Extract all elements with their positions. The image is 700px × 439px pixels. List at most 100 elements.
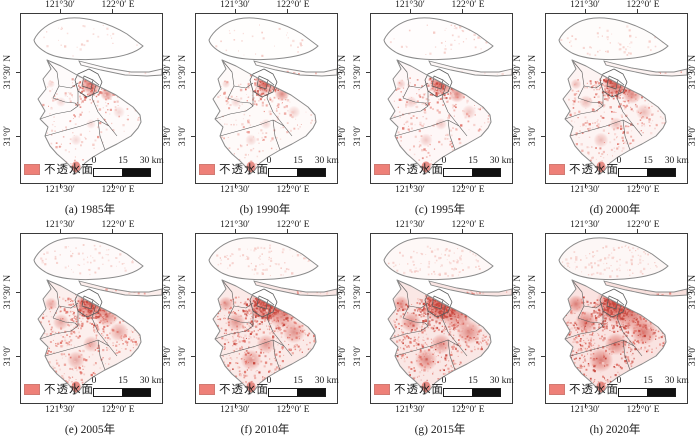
- scale-bar-graphic: [268, 388, 326, 397]
- tick-top-2: [462, 9, 463, 13]
- map-panel-b: 121°30′ 122°0′ E 31°30′ N 31°0′ 31°30′ N…: [175, 0, 350, 219]
- map-svg-f: [208, 237, 337, 395]
- scale-label-15: 15: [118, 376, 128, 386]
- scale-bar-segment-white: [269, 389, 297, 396]
- scale-bar-graphic: [268, 168, 326, 177]
- axis-label-bottom-lon1: 121°30′: [220, 185, 250, 195]
- tick-right-2: [163, 136, 167, 137]
- scale-label-30km: 30 km: [664, 376, 689, 386]
- scale-label-15: 15: [643, 376, 653, 386]
- tick-right-1: [513, 292, 517, 293]
- impervious-swatch: [24, 163, 40, 175]
- tick-top-1: [235, 9, 236, 13]
- scale-bar-segment-black: [297, 169, 325, 176]
- map-legend: 不透水面: [24, 381, 94, 397]
- tick-top-2: [462, 229, 463, 233]
- axis-label-left-lat1: 31°30′ N: [353, 54, 363, 90]
- tick-top-1: [585, 9, 586, 13]
- map-svg-c: [383, 17, 512, 175]
- tick-bottom-2: [287, 184, 288, 188]
- axis-label-top-lon2: 122°0′ E: [101, 220, 135, 230]
- tick-left-1: [541, 292, 545, 293]
- axis-label-left-lat1: 31°30′ N: [178, 54, 188, 90]
- axis-label-left-lat2: 31°0′: [3, 125, 13, 147]
- map-svg-d: [558, 17, 687, 175]
- impervious-swatch: [199, 163, 215, 175]
- tick-right-1: [163, 72, 167, 73]
- tick-bottom-1: [235, 184, 236, 188]
- scale-bar-segment-white: [444, 389, 472, 396]
- axis-label-left-lat2: 31°0′: [3, 345, 13, 367]
- legend-label: 不透水面: [394, 384, 444, 396]
- scale-bar-labels: 0 15 30 km: [266, 156, 339, 167]
- tick-left-2: [191, 356, 195, 357]
- panel-caption: (b) 1990年: [239, 204, 291, 216]
- axis-label-left-lat2: 31°0′: [353, 345, 363, 367]
- axis-label-bottom-lon2: 122°0′ E: [276, 405, 310, 415]
- impervious-swatch: [374, 163, 390, 175]
- tick-left-2: [16, 356, 20, 357]
- map-frame: 不透水面 0 15 30 km: [191, 229, 342, 408]
- scale-bar: 0 15 30 km: [92, 156, 164, 177]
- tick-top-1: [60, 229, 61, 233]
- tick-top-2: [112, 9, 113, 13]
- tick-top-2: [287, 229, 288, 233]
- axis-label-top-lon2: 122°0′ E: [276, 0, 310, 10]
- tick-top-1: [60, 9, 61, 13]
- axis-label-top-lon1: 121°30′: [570, 0, 600, 10]
- axis-label-left-lat2: 31°0′: [528, 345, 538, 367]
- scale-label-30km: 30 km: [489, 156, 514, 166]
- scale-label-15: 15: [468, 376, 478, 386]
- tick-top-1: [585, 229, 586, 233]
- axis-label-bottom-lon2: 122°0′ E: [276, 185, 310, 195]
- tick-left-2: [541, 136, 545, 137]
- scale-bar-graphic: [443, 168, 501, 177]
- tick-right-1: [688, 72, 692, 73]
- panel-caption: (g) 2015年: [414, 424, 466, 436]
- tick-bottom-1: [235, 404, 236, 408]
- axis-label-top-lon2: 122°0′ E: [451, 220, 485, 230]
- panel-caption: (f) 2010年: [240, 424, 290, 436]
- map-svg-h: [558, 237, 687, 395]
- scale-bar-segment-black: [472, 169, 500, 176]
- axis-label-bottom-lon2: 122°0′ E: [626, 405, 660, 415]
- tick-bottom-1: [585, 184, 586, 188]
- scale-bar-segment-white: [619, 389, 647, 396]
- tick-right-2: [513, 136, 517, 137]
- tick-right-2: [688, 136, 692, 137]
- map-frame: 不透水面 0 15 30 km: [16, 229, 167, 408]
- axis-label-left-lat1: 31°30′ N: [353, 274, 363, 310]
- map-panel-f: 121°30′ 122°0′ E 31°30′ N 31°0′ 31°30′ N…: [175, 220, 350, 439]
- tick-left-2: [191, 136, 195, 137]
- scale-bar-segment-white: [444, 169, 472, 176]
- scale-bar-labels: 0 15 30 km: [442, 376, 514, 387]
- scale-label-15: 15: [293, 376, 303, 386]
- panel-caption: (c) 1995年: [414, 204, 466, 216]
- scale-bar-graphic: [618, 388, 676, 397]
- scale-bar-segment-white: [94, 169, 122, 176]
- scale-label-30km: 30 km: [314, 156, 339, 166]
- axis-label-bottom-lon1: 121°30′: [570, 405, 600, 415]
- map-legend: 不透水面: [549, 381, 619, 397]
- axis-label-top-lon2: 122°0′ E: [626, 220, 660, 230]
- axis-label-top-lon2: 122°0′ E: [276, 220, 310, 230]
- tick-bottom-1: [585, 404, 586, 408]
- axis-label-left-lat1: 31°30′ N: [178, 274, 188, 310]
- axis-label-bottom-lon2: 122°0′ E: [451, 405, 485, 415]
- scale-label-0: 0: [266, 156, 272, 166]
- map-panel-g: 121°30′ 122°0′ E 31°30′ N 31°0′ 31°30′ N…: [350, 220, 525, 439]
- tick-left-2: [366, 136, 370, 137]
- scale-bar-labels: 0 15 30 km: [267, 376, 339, 387]
- tick-left-2: [541, 356, 545, 357]
- axis-label-left-lat2: 31°0′: [178, 345, 188, 367]
- tick-top-1: [410, 229, 411, 233]
- panel-caption: (d) 2000年: [589, 204, 641, 216]
- tick-bottom-2: [287, 404, 288, 408]
- scale-label-30km: 30 km: [139, 376, 164, 386]
- map-frame: 不透水面 0 15 30 km: [366, 9, 517, 188]
- tick-left-1: [366, 72, 370, 73]
- tick-top-2: [287, 9, 288, 13]
- map-svg-e: [33, 237, 162, 395]
- scale-bar-graphic: [443, 388, 501, 397]
